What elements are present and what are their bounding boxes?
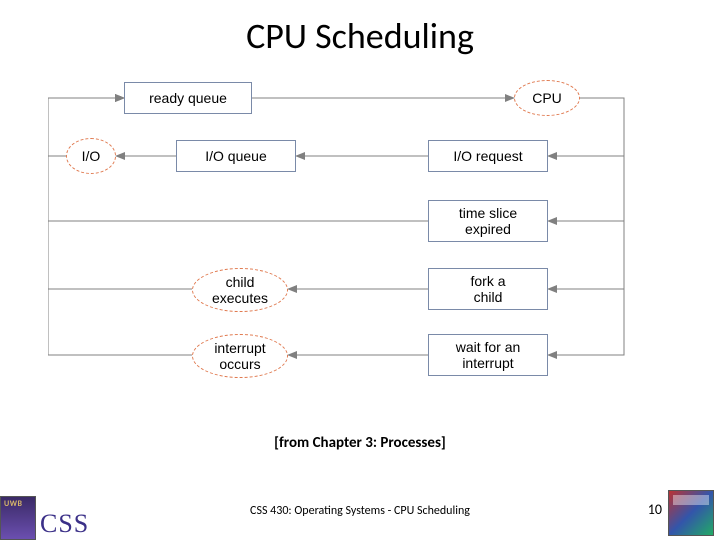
slide-title: CPU Scheduling — [0, 14, 720, 58]
uwb-logo — [0, 496, 36, 540]
node-time-slice: time sliceexpired — [428, 200, 548, 242]
textbook-thumbnail — [668, 490, 714, 536]
node-io: I/O — [66, 138, 116, 174]
arrow-a11 — [48, 98, 192, 289]
cpu-scheduling-diagram: ready queue CPU I/O I/O queue I/O request tim… — [48, 82, 672, 422]
diagram-caption: [from Chapter 3: Processes] — [0, 434, 720, 452]
page-number: 10 — [648, 501, 662, 518]
arrow-a13 — [48, 98, 192, 355]
node-wait-int: wait for aninterrupt — [428, 334, 548, 376]
node-ready-queue: ready queue — [124, 82, 252, 114]
node-cpu: CPU — [514, 80, 580, 116]
node-fork-child: fork achild — [428, 268, 548, 310]
node-child-exec: childexecutes — [192, 268, 288, 312]
arrow-a4 — [548, 98, 624, 289]
diagram-arrows — [48, 82, 672, 422]
css-logo: CSS — [40, 508, 89, 540]
footer-text: CSS 430: Operating Systems - CPU Schedul… — [0, 504, 720, 518]
node-int-occurs: interruptoccurs — [192, 334, 288, 378]
slide: CPU Scheduling ready queue CPU I/O I/O queu… — [0, 0, 720, 540]
css-logo-text: CSS — [40, 509, 89, 539]
node-io-request: I/O request — [428, 140, 548, 172]
arrow-a3 — [548, 98, 624, 221]
node-io-queue: I/O queue — [176, 140, 296, 172]
arrow-a5 — [548, 98, 624, 355]
